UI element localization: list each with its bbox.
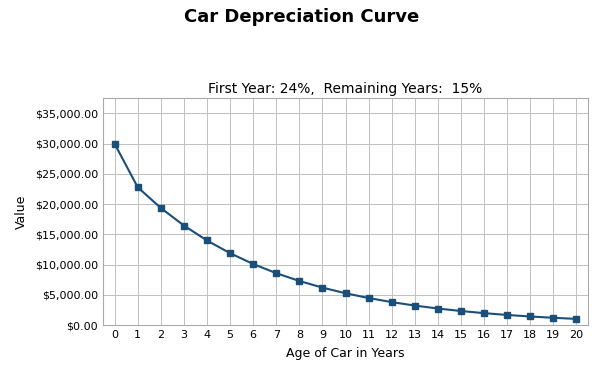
X-axis label: Age of Car in Years: Age of Car in Years	[286, 347, 405, 360]
Text: Car Depreciation Curve: Car Depreciation Curve	[184, 8, 419, 26]
Y-axis label: Value: Value	[15, 195, 28, 229]
Title: First Year: 24%,  Remaining Years:  15%: First Year: 24%, Remaining Years: 15%	[209, 82, 482, 96]
